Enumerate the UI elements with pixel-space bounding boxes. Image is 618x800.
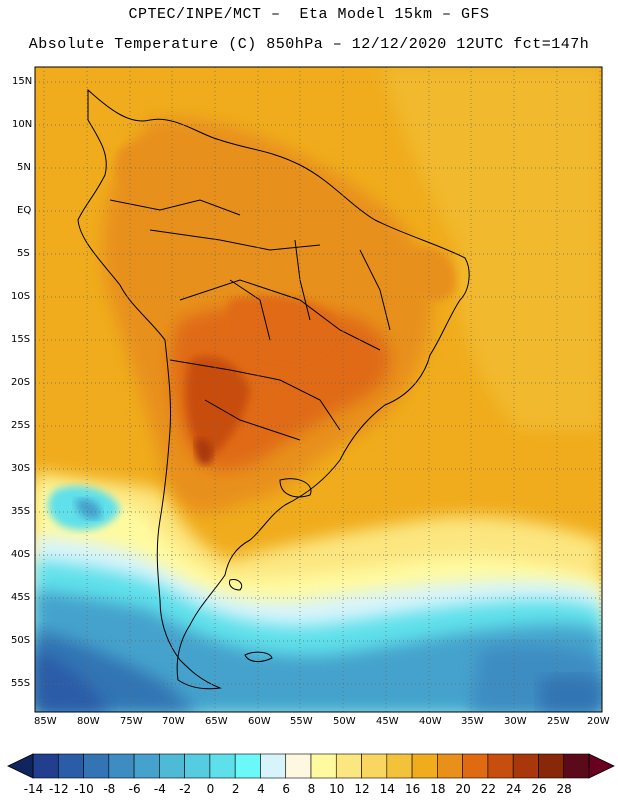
lon-label: 50W xyxy=(333,716,356,727)
lon-label: 70W xyxy=(162,716,185,727)
colorbar-tick-label: 24 xyxy=(506,782,522,796)
lon-label: 20W xyxy=(587,716,610,727)
colorbar-swatch xyxy=(437,753,463,779)
colorbar-swatch xyxy=(335,753,362,779)
lon-label: 40W xyxy=(419,716,442,727)
colorbar-tick-label: 18 xyxy=(430,782,446,796)
colorbar-tick-label: 22 xyxy=(480,782,497,796)
colorbar-swatch xyxy=(487,753,514,779)
lat-label: 20S xyxy=(11,377,31,388)
colorbar-tick-label: 10 xyxy=(329,782,345,796)
colorbar-low-arrow xyxy=(7,753,34,779)
colorbar-tick-label: -2 xyxy=(179,782,192,796)
map-frame xyxy=(34,66,603,713)
lat-label: 50S xyxy=(11,635,31,646)
graticule xyxy=(35,67,602,712)
colorbar-tick-label: 28 xyxy=(556,782,572,796)
colorbar-swatch xyxy=(538,753,565,779)
colorbar-swatch xyxy=(133,753,160,779)
colorbar-swatch xyxy=(209,753,236,779)
colorbar-high-arrow xyxy=(588,753,615,779)
lon-label: 75W xyxy=(120,716,143,727)
colorbar-tick-label: 8 xyxy=(307,782,316,796)
lat-label: 25S xyxy=(11,420,31,431)
lon-label: 60W xyxy=(248,716,271,727)
lon-label: 30W xyxy=(504,716,527,727)
lon-label: 45W xyxy=(376,716,399,727)
lat-label: 45S xyxy=(11,592,31,603)
colorbar-swatch xyxy=(159,753,185,779)
colorbar-tick-label: -10 xyxy=(74,782,94,796)
colorbar-swatch xyxy=(285,753,312,779)
lat-label: 15N xyxy=(12,76,33,87)
colorbar-tick-label: -14 xyxy=(23,782,44,796)
lat-label: 30S xyxy=(11,463,31,474)
colorbar xyxy=(7,753,615,779)
colorbar-tick-label: -6 xyxy=(128,782,141,796)
colorbar-tick-label: -4 xyxy=(153,782,166,796)
colorbar-tick-label: 16 xyxy=(404,782,421,796)
colorbar-swatch xyxy=(361,753,388,779)
colorbar-tick-label: 20 xyxy=(455,782,471,796)
lat-label: 5N xyxy=(17,162,31,173)
colorbar-tick-label: 2 xyxy=(231,782,240,796)
colorbar-swatch xyxy=(563,753,590,779)
colorbar-swatch xyxy=(32,753,59,779)
lat-label: 40S xyxy=(11,549,31,560)
colorbar-tick-label: 12 xyxy=(354,782,370,796)
title-line-2: Absolute Temperature (C) 850hPa – 12/12/… xyxy=(28,36,590,53)
colorbar-swatch xyxy=(83,753,110,779)
lat-label: 5S xyxy=(17,248,30,259)
lon-label: 35W xyxy=(461,716,484,727)
lon-label: 25W xyxy=(547,716,570,727)
title-line-1: CPTEC/INPE/MCT – Eta Model 15km – GFS xyxy=(128,6,490,23)
colorbar-tick-label: 6 xyxy=(282,782,290,796)
colorbar-tick-label: 4 xyxy=(257,782,265,796)
coastlines xyxy=(77,88,470,690)
colorbar-tick-label: 26 xyxy=(531,782,547,796)
lon-label: 55W xyxy=(290,716,313,727)
colorbar-swatch xyxy=(462,753,489,779)
colorbar-swatch xyxy=(108,753,135,779)
temperature-field xyxy=(35,67,602,712)
colorbar-tick-label: 0 xyxy=(206,782,215,796)
colorbar-swatch xyxy=(411,753,438,779)
colorbar-swatch xyxy=(310,753,337,779)
lon-label: 65W xyxy=(205,716,228,727)
colorbar-swatch xyxy=(184,753,211,779)
lat-label: 10S xyxy=(11,291,31,302)
lat-label: 35S xyxy=(11,506,31,517)
lat-label: 15S xyxy=(11,334,31,345)
colorbar-swatch xyxy=(234,753,261,779)
lon-label: 85W xyxy=(34,716,57,727)
colorbar-tick-label: 14 xyxy=(379,782,395,796)
colorbar-swatch xyxy=(386,753,413,779)
colorbar-swatch xyxy=(260,753,287,779)
lat-label: EQ xyxy=(17,205,32,216)
lat-label: 10N xyxy=(12,119,33,130)
colorbar-tick-label: -8 xyxy=(103,782,116,796)
colorbar-swatch xyxy=(57,753,84,779)
lon-label: 80W xyxy=(77,716,100,727)
colorbar-tick-label: -12 xyxy=(48,782,69,796)
lat-label: 55S xyxy=(11,678,31,689)
colorbar-swatch xyxy=(512,753,539,779)
